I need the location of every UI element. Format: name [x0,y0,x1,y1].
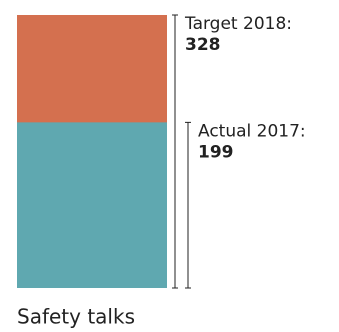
category-label: Safety talks [17,305,135,329]
legend-label: Target 2018: [184,14,292,34]
value-label: 199 [198,142,234,162]
bar [17,122,167,289]
value-label: 328 [185,35,221,55]
legend-label: Actual 2017: [198,121,306,141]
